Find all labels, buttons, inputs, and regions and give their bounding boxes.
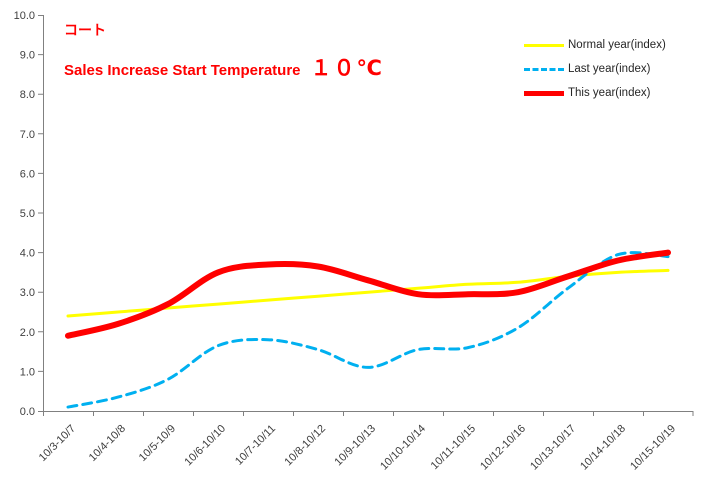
legend-label-this-year: This year(index) (568, 87, 651, 99)
legend: Normal year(index) Last year(index) This… (524, 33, 666, 105)
y-axis-tick-label: 8.0 (20, 89, 35, 101)
last-year-line (66, 251, 670, 409)
x-axis-tick-label: 10/10-10/14 (378, 423, 428, 473)
legend-item-normal-year: Normal year(index) (524, 33, 666, 57)
legend-item-this-year: This year(index) (524, 81, 666, 105)
x-axis-tick-label: 10/11-10/15 (429, 423, 478, 472)
y-axis-tick-label: 4.0 (20, 248, 35, 260)
this-year-line (65, 249, 671, 339)
x-axis-ticks (43, 411, 694, 416)
x-axis-tick-label: 10/15-10/19 (628, 423, 678, 473)
y-axis-tick-label: 9.0 (20, 50, 35, 62)
chart-subtitle: Sales Increase Start Temperature １０℃ (64, 52, 384, 82)
y-axis-tick-label: 6.0 (20, 168, 35, 180)
normal-year-line-swatch (524, 43, 564, 47)
legend-label-normal-year: Normal year(index) (568, 39, 666, 51)
x-axis-tick-label: 10/14-10/18 (578, 423, 628, 473)
subtitle-temperature-value: １０℃ (310, 57, 384, 80)
y-axis-tick-label: 7.0 (20, 129, 35, 141)
y-axis-tick-label: 1.0 (20, 366, 35, 378)
x-axis-tick-label: 10/13-10/17 (528, 423, 578, 473)
x-axis-tick-label: 10/9-10/13 (332, 423, 378, 469)
last-year-line-swatch (524, 67, 564, 71)
x-axis-tick-label: 10/8-10/12 (282, 423, 328, 469)
this-year-line-swatch (524, 90, 564, 96)
x-axis-tick-label: 10/5-10/9 (137, 423, 178, 464)
legend-label-last-year: Last year(index) (568, 63, 651, 75)
y-axis-tick-label: 3.0 (20, 287, 35, 299)
x-axis-tick-label: 10/4-10/8 (87, 423, 128, 464)
x-axis-tick-label: 10/3-10/7 (37, 423, 78, 464)
chart-title: コート (64, 22, 106, 38)
y-axis-tick-label: 2.0 (20, 327, 35, 339)
y-axis-ticks (38, 15, 43, 412)
y-axis-tick-label: 10.0 (14, 10, 35, 22)
legend-item-last-year: Last year(index) (524, 57, 666, 81)
x-axis-tick-label: 10/7-10/11 (233, 423, 278, 468)
y-axis-tick-label: 0.0 (20, 406, 35, 418)
y-axis-tick-label: 5.0 (20, 208, 35, 220)
subtitle-text: Sales Increase Start Temperature (64, 62, 301, 79)
x-axis-tick-label: 10/6-10/10 (182, 423, 228, 469)
x-axis-tick-label: 10/12-10/16 (478, 423, 528, 473)
